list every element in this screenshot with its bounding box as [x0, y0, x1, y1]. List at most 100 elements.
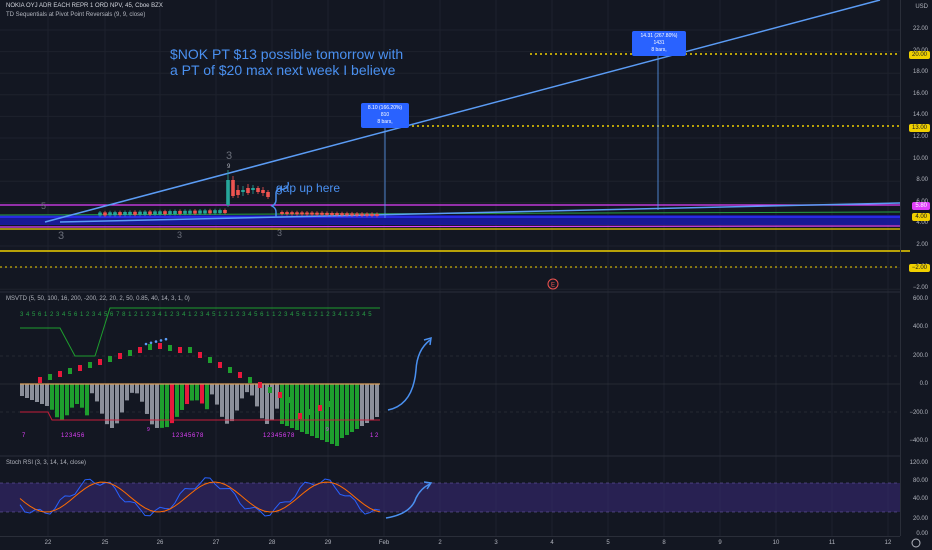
msvtd-marker — [308, 409, 312, 415]
stoch-legend[interactable]: Stoch RSI (3, 3, 14, 14, close) — [6, 460, 87, 466]
indicator-legend[interactable]: TD Sequentials at Pivot Point Reversals … — [6, 12, 146, 18]
msvtd-green-line — [20, 307, 380, 357]
msvtd-hist-bar — [345, 384, 349, 435]
candle-body — [300, 212, 304, 215]
blue-price-band — [0, 215, 900, 225]
msvtd-marker — [248, 377, 252, 383]
time-tick-label: 27 — [212, 540, 220, 546]
magenta-support-line[interactable] — [0, 225, 901, 228]
msvtd-hist-bar — [225, 384, 229, 424]
candle-body — [295, 212, 299, 215]
msvtd-marker — [78, 365, 82, 371]
stoch-tick-label: 0.00 — [916, 531, 928, 537]
msvtd-hist-bar — [100, 384, 104, 414]
msvtd-hist-bar — [230, 384, 234, 422]
msvtd-blue-dot — [154, 340, 158, 343]
msvtd-marker — [98, 359, 102, 365]
measure-callout-2[interactable]: 14.31 (267.80%) 1431 8 bars, — [632, 31, 686, 56]
msvtd-tick-label: 400.0 — [912, 324, 928, 331]
lower-trendline[interactable] — [59, 202, 901, 223]
gap-up-annotation[interactable]: gap up here — [276, 181, 341, 195]
price-tick-label: 8.00 — [916, 177, 928, 184]
time-tick-label: 25 — [101, 540, 109, 546]
stoch-tick-label: 120.00 — [909, 460, 928, 466]
time-axis[interactable]: 22 25 26 27 28 29 Feb 2 3 4 5 8 9 10 11 12 — [0, 536, 900, 550]
msvtd-marker — [168, 345, 172, 351]
msvtd-hist-bar — [175, 384, 179, 417]
msvtd-dots — [38, 337, 332, 419]
candle-body — [183, 210, 187, 214]
price-level-tag: 13.00 — [908, 124, 930, 132]
candle-body — [103, 212, 107, 216]
msvtd-drawn-arrow[interactable] — [387, 339, 431, 411]
candle-body — [231, 180, 235, 196]
msvtd-hist-bar — [130, 384, 134, 393]
measure-callout-1[interactable]: 8.10 (166.20%) 810 8 bars, — [361, 103, 409, 128]
earnings-icon[interactable] — [547, 278, 559, 290]
upper-trendline[interactable] — [44, 0, 881, 223]
stoch-arrow-head — [423, 481, 433, 490]
td-label-5: 5 — [41, 201, 47, 211]
msvtd-hist-bar — [105, 384, 109, 425]
candle-body — [310, 212, 314, 215]
msvtd-hist-bar — [85, 384, 89, 416]
price-axis[interactable]: USD 22.00 20.00 18.00 16.00 14.00 12.00 10.00 8… — [900, 0, 932, 537]
msvtd-hist-bar — [180, 384, 184, 410]
price-tick-label: −2.00 — [912, 285, 928, 292]
settings-gear-icon[interactable] — [911, 538, 921, 548]
msvtd-hist-bar — [140, 384, 144, 402]
time-tick-label: 28 — [268, 540, 276, 546]
msvtd-marker — [158, 343, 162, 349]
candle-body — [226, 180, 230, 205]
msvtd-hist-bar — [185, 384, 189, 405]
candle-body — [266, 192, 270, 197]
symbol-legend[interactable]: NOKIA OYJ ADR EACH REPR 1 ORD NPV, 45, C… — [6, 3, 163, 9]
msvtd-marker — [218, 362, 222, 368]
candle-body — [360, 213, 364, 216]
msvtd-arrow-head — [423, 336, 432, 346]
msvtd-hist-bar — [75, 384, 79, 405]
msvtd-marker — [288, 397, 292, 403]
candle-body — [246, 188, 250, 193]
candle-body — [355, 213, 359, 216]
main-annotation-text[interactable]: $NOK PT $13 possible tomorrow with a PT … — [170, 46, 403, 78]
time-tick-label: 3 — [494, 540, 498, 546]
msvtd-tick-label: 200.0 — [912, 352, 928, 359]
time-tick-label: 11 — [828, 540, 836, 546]
candle-body — [251, 188, 255, 190]
msvtd-hist-bar — [110, 384, 114, 428]
msvtd-marker — [238, 372, 242, 378]
candle-body — [218, 210, 222, 214]
msvtd-hist-bar — [25, 384, 29, 398]
msvtd-hist-bar — [190, 384, 194, 401]
time-tick-label: 2 — [438, 540, 442, 546]
candle-body — [375, 213, 379, 216]
msvtd-small-9b: 9 — [326, 427, 329, 433]
callout-2-line-1: 14.31 (267.80%) 1431 — [640, 33, 678, 46]
candle-body — [168, 211, 172, 215]
price-tick-label: 4.00 — [916, 220, 928, 227]
candle-body — [118, 212, 122, 216]
price-tick-label: 20.00 — [913, 48, 928, 54]
msvtd-hist-bar — [60, 384, 64, 420]
stoch-drawn-arrow[interactable] — [385, 483, 431, 519]
msvtd-legend[interactable]: MSVTD (5, 50, 100, 16, 200, -200, 22, 20… — [6, 296, 190, 302]
candle-body — [305, 212, 309, 215]
msvtd-marker — [318, 405, 322, 411]
candle-body — [285, 212, 289, 215]
candle-body — [123, 212, 127, 215]
msvtd-bottom-seq-2: 1 2 3 4 5 6 — [61, 433, 85, 439]
price-tick-label: 16.00 — [912, 90, 928, 97]
price-tick-label: 6.00 — [916, 199, 928, 205]
msvtd-hist-bar — [45, 384, 49, 406]
stoch-d-line — [19, 481, 381, 513]
time-tick-label: Feb — [378, 540, 390, 546]
msvtd-hist-bar — [375, 384, 379, 417]
price-tick-label: 12.00 — [912, 134, 928, 140]
msvtd-marker — [178, 347, 182, 353]
candle-body — [198, 210, 202, 214]
candle-body — [236, 190, 240, 195]
msvtd-hist-bar — [315, 384, 319, 438]
msvtd-hist-bar — [290, 384, 294, 428]
